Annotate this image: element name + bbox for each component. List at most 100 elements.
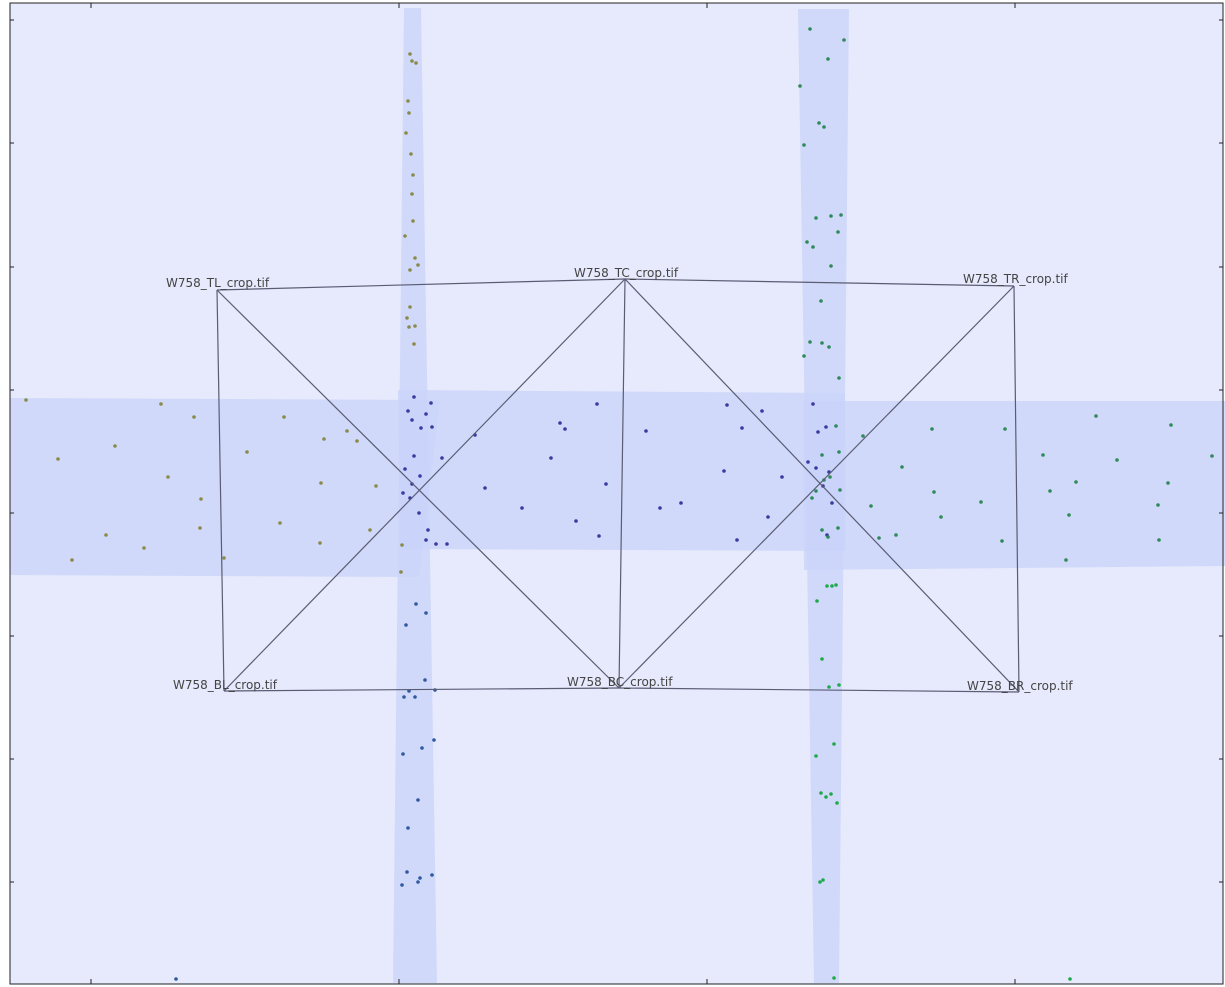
axes-border xyxy=(9,2,1224,985)
match-point xyxy=(658,506,662,510)
match-point xyxy=(412,454,416,458)
match-point xyxy=(837,376,841,380)
match-point xyxy=(520,506,524,510)
axes-frame xyxy=(9,2,1224,985)
match-point xyxy=(440,456,444,460)
match-point xyxy=(199,497,203,501)
match-point xyxy=(817,121,821,125)
match-point xyxy=(837,450,841,454)
match-point xyxy=(404,131,408,135)
edge-tr-bc xyxy=(618,285,1015,689)
match-point xyxy=(939,515,943,519)
match-point xyxy=(434,542,438,546)
match-point xyxy=(839,213,843,217)
match-point xyxy=(808,340,812,344)
match-point xyxy=(410,192,414,196)
match-point xyxy=(410,418,414,422)
match-point xyxy=(414,602,418,606)
match-point xyxy=(70,558,74,562)
match-point xyxy=(838,488,842,492)
match-point xyxy=(282,415,286,419)
match-point xyxy=(1067,513,1071,517)
match-point xyxy=(355,439,359,443)
match-point xyxy=(644,429,648,433)
match-point xyxy=(836,526,840,530)
point-group-tl xyxy=(24,52,420,574)
tile-label-bl: W758_BL_crop.tif xyxy=(173,678,278,692)
match-point xyxy=(811,245,815,249)
match-point xyxy=(828,475,832,479)
match-point xyxy=(426,528,430,532)
match-point xyxy=(399,570,403,574)
match-point xyxy=(1157,538,1161,542)
edge-tr-br xyxy=(1013,285,1020,693)
match-point xyxy=(416,798,420,802)
match-point xyxy=(834,424,838,428)
match-point xyxy=(808,27,812,31)
match-point xyxy=(816,430,820,434)
match-point xyxy=(827,345,831,349)
match-point xyxy=(174,977,178,981)
tile-label-tl: W758_TL_crop.tif xyxy=(166,276,270,290)
tile-labels: W758_TL_crop.tif W758_TC_crop.tif W758_T… xyxy=(166,266,1073,693)
match-point xyxy=(400,883,404,887)
edge-tc-br xyxy=(624,278,1020,693)
match-point xyxy=(407,111,411,115)
match-point xyxy=(322,437,326,441)
overlap-region-left-horizontal xyxy=(10,398,440,577)
match-point xyxy=(429,401,433,405)
match-point xyxy=(56,457,60,461)
match-point xyxy=(413,256,417,260)
match-point xyxy=(830,501,834,505)
edge-tl-bl xyxy=(216,289,225,692)
match-point xyxy=(829,264,833,268)
match-point xyxy=(842,38,846,42)
match-point xyxy=(445,542,449,546)
match-point xyxy=(408,305,412,309)
match-point xyxy=(405,316,409,320)
match-point xyxy=(222,556,226,560)
match-point xyxy=(418,876,422,880)
match-point xyxy=(558,421,562,425)
match-point xyxy=(405,870,409,874)
match-point xyxy=(406,826,410,830)
match-point xyxy=(802,354,806,358)
match-point xyxy=(819,791,823,795)
tile-label-tc: W758_TC_crop.tif xyxy=(574,266,679,280)
match-point xyxy=(814,489,818,493)
match-point xyxy=(1068,977,1072,981)
match-point xyxy=(932,490,936,494)
match-point xyxy=(825,584,829,588)
match-point xyxy=(24,398,28,402)
match-point xyxy=(404,623,408,627)
match-point xyxy=(430,425,434,429)
match-point xyxy=(1074,480,1078,484)
match-point xyxy=(780,475,784,479)
match-point xyxy=(810,496,814,500)
match-point xyxy=(410,59,414,63)
match-point xyxy=(403,467,407,471)
match-point xyxy=(374,484,378,488)
match-point xyxy=(412,395,416,399)
match-point xyxy=(563,427,567,431)
match-point xyxy=(832,742,836,746)
match-point xyxy=(820,657,824,661)
match-point xyxy=(1003,427,1007,431)
match-point xyxy=(368,528,372,532)
match-point xyxy=(407,325,411,329)
match-point xyxy=(413,324,417,328)
match-point xyxy=(319,481,323,485)
match-point xyxy=(832,976,836,980)
match-point xyxy=(408,52,412,56)
edge-bl-bc xyxy=(223,687,620,692)
match-point xyxy=(417,511,421,515)
match-point xyxy=(424,412,428,416)
match-point xyxy=(574,519,578,523)
match-point xyxy=(411,219,415,223)
match-point xyxy=(824,425,828,429)
match-point xyxy=(198,526,202,530)
match-point xyxy=(166,475,170,479)
match-point xyxy=(837,683,841,687)
match-point xyxy=(979,500,983,504)
